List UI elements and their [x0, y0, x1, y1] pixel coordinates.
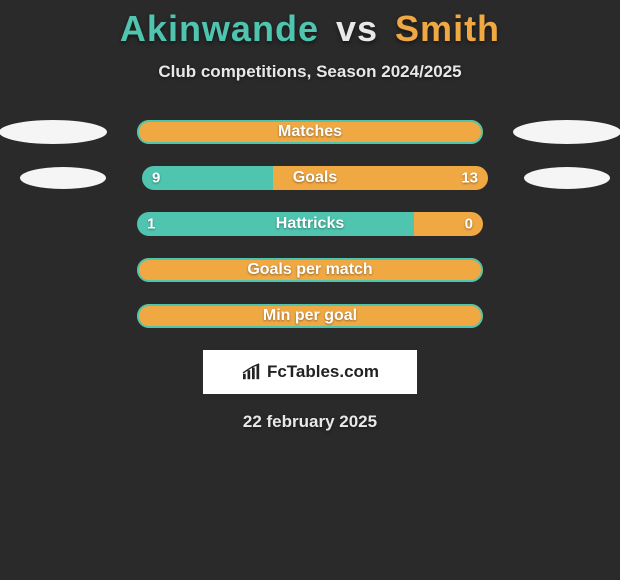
- chart-icon: [241, 363, 263, 381]
- stat-label: Matches: [278, 123, 342, 141]
- stat-row: Hattricks 1 0: [0, 212, 620, 236]
- stat-bar: Goals per match: [137, 258, 483, 282]
- stat-value-player1: 1: [147, 216, 155, 233]
- stat-value-player1: 9: [152, 170, 160, 187]
- stat-bar: Matches: [137, 120, 483, 144]
- stat-bar: Goals 9 13: [142, 166, 488, 190]
- footer-date: 22 february 2025: [0, 412, 620, 432]
- stat-label: Goals per match: [247, 261, 372, 279]
- stat-row: Min per goal: [0, 304, 620, 328]
- stat-label: Hattricks: [276, 215, 344, 233]
- player2-marker: [513, 120, 620, 144]
- stat-row: Matches: [0, 120, 620, 144]
- stat-label: Goals: [293, 169, 337, 187]
- stat-value-player2: 0: [465, 216, 473, 233]
- logo-text: FcTables.com: [267, 362, 379, 382]
- logo-box: FcTables.com: [203, 350, 417, 394]
- logo: FcTables.com: [241, 362, 379, 382]
- player1-marker: [20, 167, 106, 189]
- player1-name: Akinwande: [120, 8, 319, 49]
- stats-chart: Matches Goals 9 13 Hattricks 1 0 Goals per matc…: [0, 120, 620, 328]
- stat-row: Goals 9 13: [0, 166, 620, 190]
- stat-bar: Hattricks 1 0: [137, 212, 483, 236]
- bar-fill-player1: [142, 166, 273, 190]
- player1-marker: [0, 120, 107, 144]
- vs-text: vs: [336, 8, 378, 49]
- player2-marker: [524, 167, 610, 189]
- subtitle: Club competitions, Season 2024/2025: [0, 62, 620, 82]
- stat-label: Min per goal: [263, 307, 357, 325]
- page-title: Akinwande vs Smith: [0, 8, 620, 50]
- stat-row: Goals per match: [0, 258, 620, 282]
- stat-value-player2: 13: [461, 170, 478, 187]
- stat-bar: Min per goal: [137, 304, 483, 328]
- player2-name: Smith: [395, 8, 500, 49]
- header: Akinwande vs Smith Club competitions, Se…: [0, 0, 620, 82]
